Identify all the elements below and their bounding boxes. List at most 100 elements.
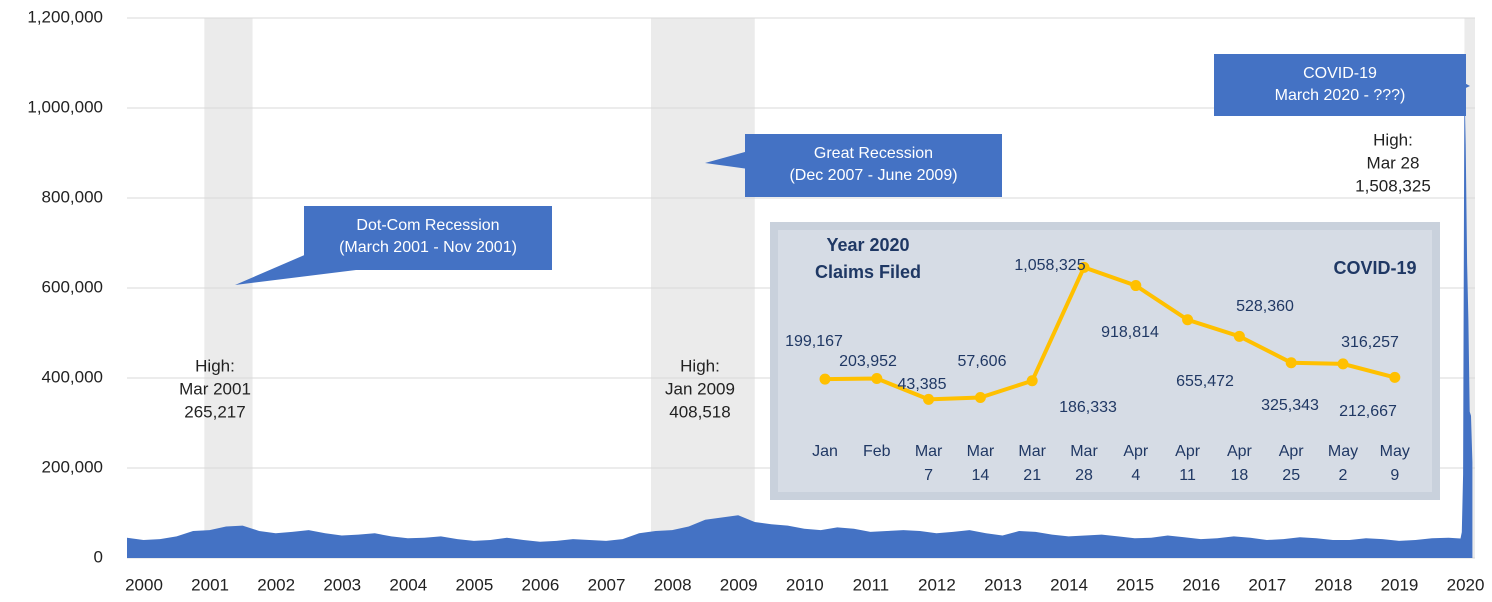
x-tick-label: 2010 (786, 575, 824, 594)
x-tick-label: Jan (812, 443, 838, 460)
high-label: High: (680, 356, 720, 375)
point (1182, 314, 1194, 326)
x-tick-label: Apr (1175, 443, 1201, 460)
x-tick-label: May (1328, 443, 1358, 460)
point (1130, 280, 1142, 292)
x-tick-label: Feb (863, 443, 891, 460)
x-tick-label: 2019 (1381, 575, 1419, 594)
value-label: 325,343 (1261, 397, 1319, 414)
x-tick-label: 28 (1075, 467, 1093, 484)
callout-box (304, 206, 552, 270)
x-tick-label: 21 (1023, 467, 1041, 484)
value-label: 316,257 (1341, 334, 1399, 351)
point (1337, 358, 1349, 370)
high-label: Jan 2009 (665, 379, 735, 398)
value-label: 203,952 (839, 353, 897, 370)
x-tick-label: Mar (1070, 443, 1098, 460)
high-label: 408,518 (669, 402, 730, 421)
x-tick-label: 14 (972, 467, 990, 484)
callout-text: Dot-Com Recession (356, 217, 499, 234)
x-tick-label: 2000 (125, 575, 163, 594)
x-tick-label: 2004 (389, 575, 427, 594)
x-tick-label: 2015 (1116, 575, 1154, 594)
x-tick-label: 7 (924, 467, 933, 484)
x-tick-label: 2011 (853, 575, 890, 594)
callout-box (1214, 54, 1466, 116)
high-label: Mar 28 (1367, 153, 1420, 172)
x-tick-label: Mar (915, 443, 943, 460)
x-tick-label: Apr (1123, 443, 1149, 460)
value-label: 212,667 (1339, 403, 1397, 420)
inset-label: COVID-19 (1333, 258, 1416, 278)
x-tick-label: 2002 (257, 575, 295, 594)
value-label: 528,360 (1236, 298, 1294, 315)
callout-text: (Dec 2007 - June 2009) (789, 167, 957, 184)
value-label: 186,333 (1059, 399, 1117, 416)
y-tick-label: 1,200,000 (27, 7, 103, 26)
x-tick-label: 2005 (455, 575, 493, 594)
x-tick-label: 2009 (720, 575, 758, 594)
x-tick-label: 2017 (1248, 575, 1286, 594)
x-tick-label: 25 (1282, 467, 1300, 484)
point (1026, 375, 1038, 387)
point (923, 393, 935, 405)
point (871, 372, 883, 384)
y-tick-label: 200,000 (42, 457, 103, 476)
value-label: 1,058,325 (1014, 257, 1085, 274)
value-label: 918,814 (1101, 324, 1159, 341)
value-label: 57,606 (958, 353, 1007, 370)
x-tick-label: 11 (1179, 467, 1196, 484)
y-tick-label: 400,000 (42, 367, 103, 386)
callout-text: Great Recession (814, 145, 933, 162)
callout-text: (March 2001 - Nov 2001) (339, 239, 517, 256)
x-tick-label: May (1380, 443, 1410, 460)
inset-title: Year 2020 (826, 235, 909, 255)
x-tick-label: 4 (1131, 467, 1140, 484)
high-label: 1,508,325 (1355, 176, 1431, 195)
y-tick-label: 600,000 (42, 277, 103, 296)
callout-text: March 2020 - ???) (1275, 87, 1406, 104)
point (1285, 357, 1297, 369)
value-label: 43,385 (898, 376, 947, 393)
callout: Great Recession (Dec 2007 - June 2009) (705, 134, 1002, 197)
line (824, 264, 1396, 402)
callout-text: COVID-19 (1303, 65, 1377, 82)
x-tick-label: 2003 (323, 575, 361, 594)
x-tick-label: 18 (1231, 467, 1249, 484)
point (974, 392, 986, 404)
x-tick-label: 2006 (522, 575, 560, 594)
x-tick-label: 2016 (1182, 575, 1220, 594)
high-label: Mar 2001 (179, 379, 251, 398)
x-tick-label: 2014 (1050, 575, 1088, 594)
point (1389, 371, 1401, 383)
x-tick-label: 2020 (1447, 575, 1485, 594)
x-tick-label: Mar (1018, 443, 1046, 460)
callout-box (745, 134, 1002, 197)
x-tick-label: Mar (967, 443, 995, 460)
callout: COVID-19 March 2020 - ???) (1214, 54, 1470, 116)
y-tick-label: 0 (94, 547, 103, 566)
x-tick-label: 2018 (1314, 575, 1352, 594)
value-label: 199,167 (785, 333, 843, 350)
y-tick-label: 1,000,000 (27, 97, 103, 116)
value-label: 655,472 (1176, 373, 1234, 390)
x-tick-label: 2 (1339, 467, 1348, 484)
x-tick-label: 2007 (588, 575, 626, 594)
y-tick-label: 800,000 (42, 187, 103, 206)
x-tick-label: 2013 (984, 575, 1022, 594)
point (1233, 330, 1245, 342)
x-tick-label: Apr (1227, 443, 1253, 460)
x-tick-label: Apr (1279, 443, 1305, 460)
x-tick-label: 2001 (191, 575, 229, 594)
point (819, 373, 831, 385)
callout: Dot-Com Recession (March 2001 - Nov 2001) (235, 206, 552, 285)
point (1078, 261, 1090, 273)
high-label: High: (195, 356, 235, 375)
high-label: High: (1373, 130, 1413, 149)
high-label: 265,217 (184, 402, 245, 421)
x-tick-label: 2012 (918, 575, 956, 594)
x-tick-label: 2008 (654, 575, 692, 594)
inset-title: Claims Filed (815, 262, 921, 282)
x-tick-label: 9 (1390, 467, 1399, 484)
